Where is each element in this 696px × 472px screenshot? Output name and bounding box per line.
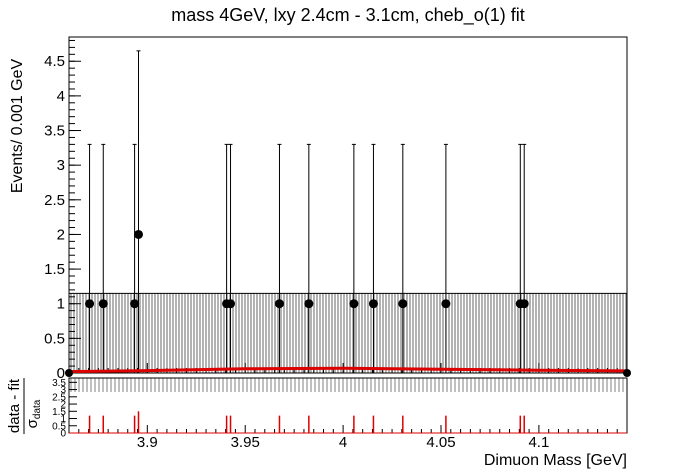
data-point-edge [65,369,73,377]
residual-y-tick-label: 3.5 [52,378,66,389]
y-axis-label: Events/ 0.001 GeV [9,59,26,194]
y-tick-label: 0 [57,365,65,382]
y-tick-label: 1 [57,296,65,313]
residual-y-tick-label: 1.5 [52,407,66,418]
main-plot-frame [68,36,628,374]
y-tick-label: 4.5 [44,53,65,70]
y-tick-label: 3.5 [44,123,65,140]
y-tick-label: 0.5 [44,330,65,347]
data-point [368,299,378,309]
data-point [98,299,108,309]
data-point [130,299,140,309]
residual-hatch [70,378,624,392]
residual-y-label: data - fit σdata [6,378,43,434]
data-point [274,299,284,309]
x-tick-label: 4 [339,434,347,451]
y-tick-label: 1.5 [44,261,65,278]
data-point-edge [623,369,631,377]
x-tick-label: 3.95 [231,434,260,451]
main-y-axis: 0 0.5 1 1.5 2 2.5 3 3.5 4 4.5 [44,39,81,382]
residual-x-axis: 3.9 3.95 4 4.05 4.1 [68,425,628,451]
data-point [134,229,144,239]
data-point [304,299,314,309]
residual-panel: 00.511.522.533.5 3.9 3.95 4 4.05 4.1 [52,377,628,451]
residual-y-axis: 00.511.522.533.5 [52,378,77,440]
x-axis-label: Dimuon Mass [GeV] [484,452,627,469]
data-point [398,299,408,309]
residual-y-tick-label: 3 [60,385,66,396]
x-tick-label: 3.9 [137,434,158,451]
fit-uncertainty-band [69,292,627,373]
data-point [226,299,236,309]
residual-label-denominator: σdata [24,399,43,428]
data-points [65,229,631,377]
residual-plot-frame [68,377,628,434]
residual-y-tick-label: 2 [60,400,66,411]
residual-bars [69,411,627,434]
data-point [519,299,529,309]
residual-y-tick-label: 2.5 [52,392,66,403]
main-plot-panel: 0 0.5 1 1.5 2 2.5 3 3.5 4 4.5 [44,36,631,382]
y-tick-label: 2 [57,226,65,243]
chart-title: mass 4GeV, lxy 2.4cm - 3.1cm, cheb_o(1) … [171,5,524,26]
residual-y-tick-label: 0.5 [52,421,66,432]
residual-label-numerator: data - fit [6,378,23,433]
data-point [85,299,95,309]
residual-y-tick-label: 1 [60,414,66,425]
x-tick-label: 4.1 [528,434,549,451]
residual-y-tick-label: 0 [60,429,66,440]
y-tick-label: 4 [57,88,65,105]
data-error-bars [87,50,527,373]
x-tick-label: 4.05 [426,434,455,451]
y-tick-label: 2.5 [44,192,65,209]
y-tick-label: 3 [57,157,65,174]
data-point [441,299,451,309]
fit-curve [68,366,628,374]
data-point [349,299,359,309]
